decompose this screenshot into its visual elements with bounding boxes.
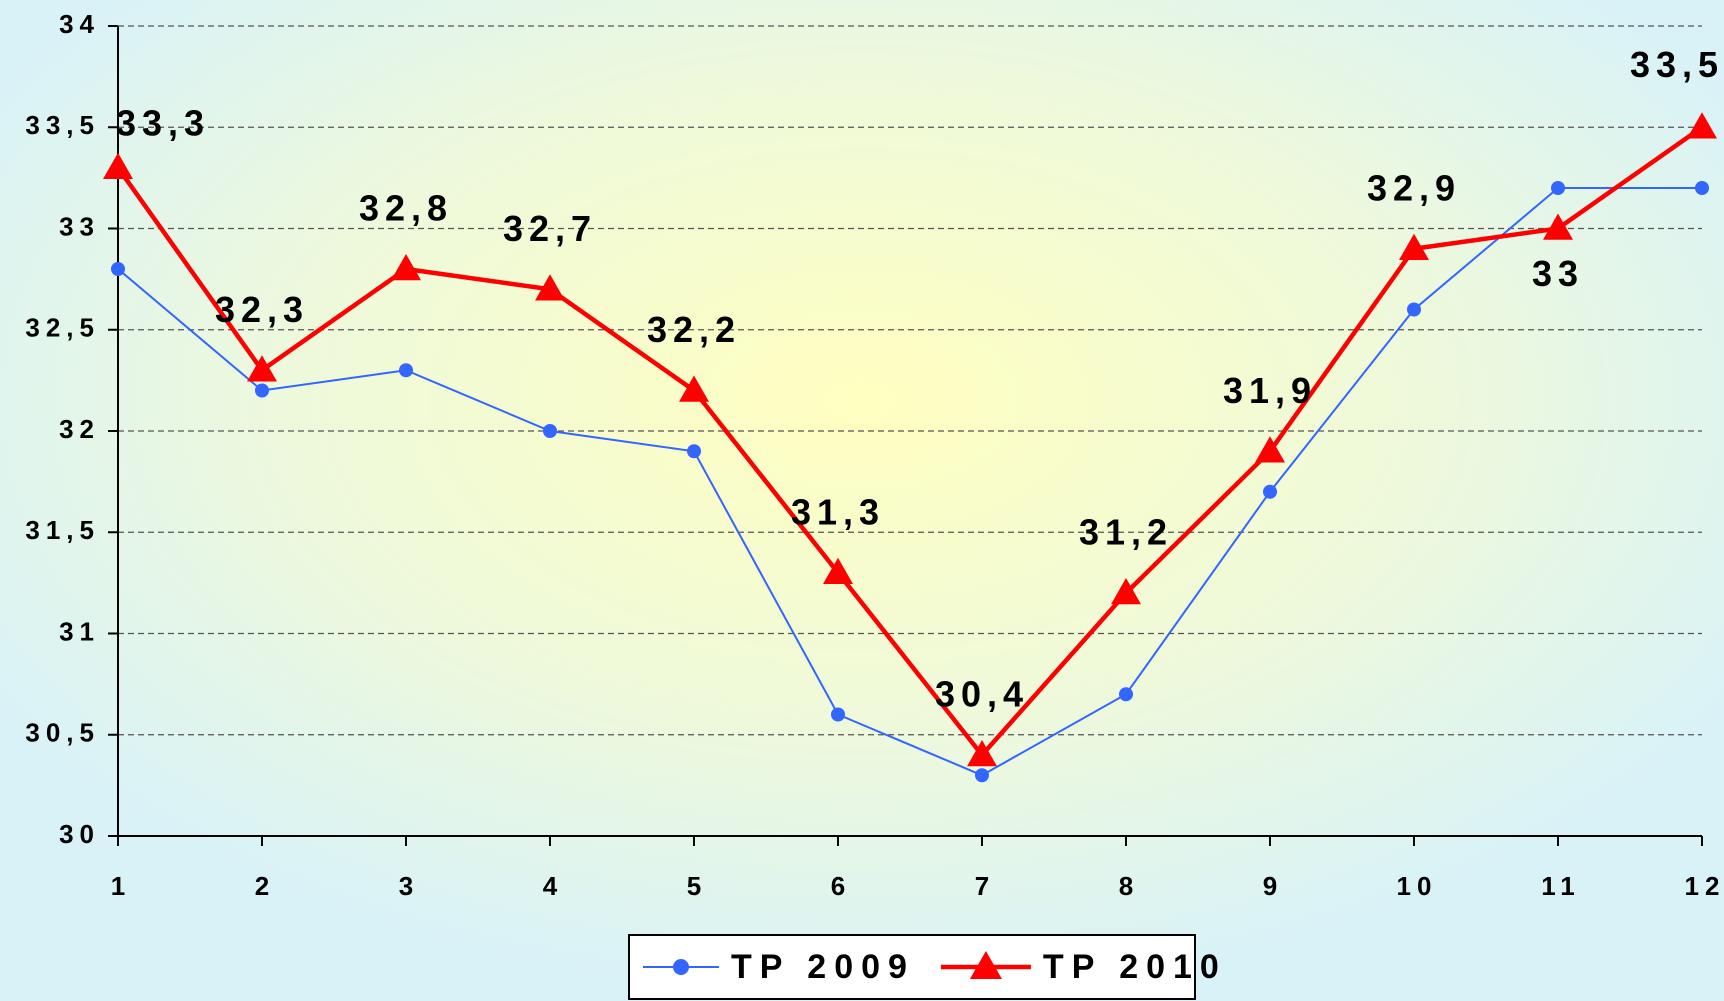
data-point (1111, 578, 1141, 605)
data-point (391, 254, 421, 281)
data-point (1263, 484, 1277, 499)
data-point (255, 383, 269, 398)
data-point (1551, 181, 1565, 195)
x-tick-label: 4 (543, 871, 563, 901)
x-tick-label: 1 (111, 871, 131, 901)
data-label: 32,7 (503, 208, 597, 249)
x-tick-label: 2 (255, 871, 275, 901)
data-point (687, 444, 701, 459)
data-label: 31,3 (791, 491, 885, 532)
data-point (111, 262, 125, 276)
data-label: 33,3 (116, 102, 210, 143)
data-label: 31,2 (1079, 512, 1173, 553)
data-point (543, 424, 557, 438)
data-point (535, 274, 565, 301)
y-tick-label: 31 (59, 616, 100, 646)
x-tick-label: 11 (1541, 871, 1581, 901)
data-point (103, 152, 133, 179)
legend-label: TP 2009 (731, 948, 915, 986)
x-tick-label: 7 (975, 871, 995, 901)
series-line (116, 125, 1704, 759)
legend-label: TP 2010 (1043, 948, 1227, 986)
y-tick-label: 32,5 (25, 313, 100, 343)
data-label: 31,9 (1223, 370, 1317, 411)
data-point (1407, 302, 1421, 317)
data-point (831, 707, 845, 722)
series-line (117, 187, 1702, 777)
y-tick-label: 33 (59, 211, 100, 241)
y-tick-label: 33,5 (25, 110, 100, 140)
x-tick-label: 5 (687, 871, 707, 901)
legend-marker (673, 959, 689, 975)
y-tick-label: 31,5 (25, 515, 100, 545)
y-tick-label: 30,5 (25, 718, 100, 748)
data-point (1119, 687, 1133, 702)
legend-box (628, 934, 1196, 1000)
y-tick-label: 32 (59, 414, 100, 444)
data-label: 30,4 (935, 674, 1029, 715)
data-label: 32,9 (1367, 167, 1461, 208)
data-point (399, 363, 413, 378)
data-point (1255, 436, 1285, 463)
data-point (679, 375, 709, 402)
y-tick-label: 34 (59, 9, 100, 39)
data-point (1687, 112, 1717, 139)
data-point (967, 740, 997, 767)
x-tick-label: 10 (1397, 871, 1438, 901)
data-point (1399, 233, 1429, 260)
data-label: 32,8 (359, 188, 453, 229)
x-tick-label: 3 (399, 871, 419, 901)
x-tick-label: 8 (1119, 871, 1139, 901)
data-label: 32,2 (647, 309, 741, 350)
legend-marker (969, 951, 1002, 979)
data-point (823, 557, 853, 584)
data-label: 33,5 (1630, 44, 1724, 85)
x-tick-label: 6 (831, 871, 851, 901)
data-point (975, 768, 989, 783)
data-label: 33 (1532, 253, 1584, 294)
data-point (1543, 213, 1573, 240)
data-label: 32,3 (215, 289, 309, 330)
x-tick-label: 12 (1685, 871, 1724, 901)
y-tick-label: 30 (59, 819, 100, 849)
data-point (1695, 181, 1709, 195)
x-tick-label: 9 (1263, 871, 1283, 901)
data-point (247, 355, 277, 382)
